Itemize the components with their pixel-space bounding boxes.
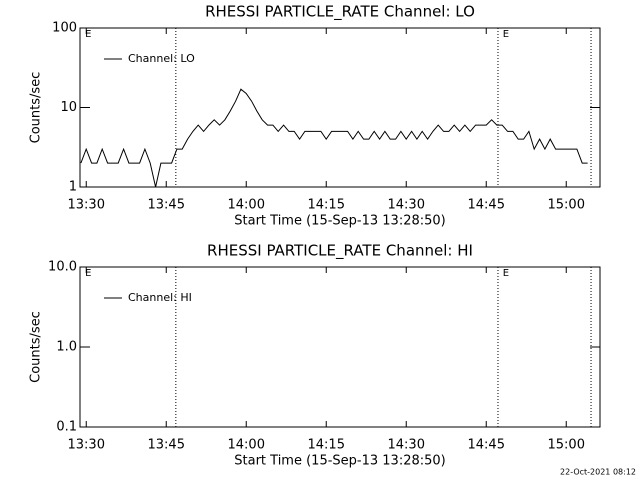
x-tick-label: 14:00 [228, 198, 265, 213]
panel: RHESSI PARTICLE_RATE Channel: LO Start Ti… [29, 3, 601, 229]
x-tick-label: 15:00 [548, 198, 585, 213]
event-label: E [85, 268, 91, 279]
x-tick-label: 14:45 [468, 438, 505, 453]
y-tick-label: 1.0 [56, 340, 77, 355]
y-tick-label: 10.0 [48, 260, 77, 275]
x-tick-label: 13:45 [148, 198, 185, 213]
x-tick-label: 14:30 [388, 438, 425, 453]
y-axis-label: Counts/sec [29, 311, 44, 383]
y-tick-label: 1 [69, 180, 77, 195]
panel: RHESSI PARTICLE_RATE Channel: HI Start Ti… [29, 242, 601, 469]
x-tick-label: 14:45 [468, 198, 505, 213]
data-line [80, 88, 588, 188]
timestamp: 22-Oct-2021 08:12 [560, 468, 636, 477]
y-tick-label: 0.1 [56, 420, 77, 435]
chart-title: RHESSI PARTICLE_RATE Channel: HI [207, 242, 473, 261]
x-tick-label: 14:30 [388, 198, 425, 213]
x-tick-label: 14:15 [308, 198, 345, 213]
x-tick-label: 14:15 [308, 438, 345, 453]
x-tick-label: 13:45 [148, 438, 185, 453]
y-axis-label: Counts/sec [29, 72, 44, 144]
x-tick-label: 13:30 [68, 438, 105, 453]
x-axis-label: Start Time (15-Sep-13 13:28:50) [234, 214, 445, 229]
y-tick-label: 100 [52, 21, 77, 36]
x-axis-label: Start Time (15-Sep-13 13:28:50) [234, 454, 445, 469]
event-label: E [503, 29, 509, 40]
event-label: E [503, 268, 509, 279]
legend-label: Channel: HI [128, 291, 192, 304]
legend-label: Channel: LO [128, 52, 195, 65]
chart-title: RHESSI PARTICLE_RATE Channel: LO [205, 3, 475, 22]
x-tick-label: 15:00 [548, 438, 585, 453]
event-label: E [85, 29, 91, 40]
x-tick-label: 13:30 [68, 198, 105, 213]
y-tick-label: 10 [60, 100, 77, 115]
x-tick-label: 14:00 [228, 438, 265, 453]
